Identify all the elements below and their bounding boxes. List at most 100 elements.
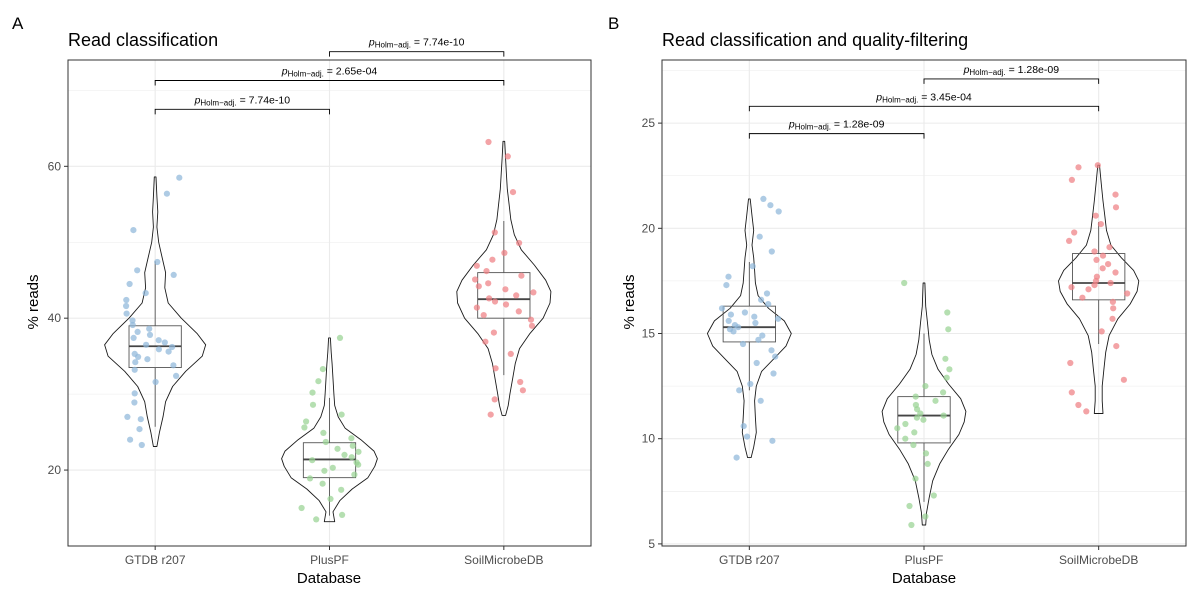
data-point xyxy=(490,329,497,336)
data-point xyxy=(1099,252,1107,259)
data-point xyxy=(922,450,930,457)
data-point xyxy=(298,504,305,512)
data-point xyxy=(1075,164,1082,171)
data-point xyxy=(501,249,508,256)
data-point xyxy=(170,362,177,369)
y-tick-label: 5 xyxy=(648,537,655,551)
data-point xyxy=(739,340,747,348)
box xyxy=(722,305,776,343)
data-point xyxy=(908,521,915,529)
data-point xyxy=(1109,315,1116,322)
data-point xyxy=(752,319,759,327)
data-point xyxy=(301,424,308,431)
data-point xyxy=(1112,191,1119,198)
data-point xyxy=(1107,279,1114,287)
panel-label: A xyxy=(12,14,24,33)
data-point xyxy=(740,423,747,430)
data-point xyxy=(910,441,917,449)
data-point xyxy=(1075,401,1082,409)
data-point xyxy=(530,289,537,296)
data-point xyxy=(946,366,953,373)
data-point xyxy=(944,309,951,316)
data-point xyxy=(334,445,341,452)
data-point xyxy=(733,454,740,461)
data-point xyxy=(917,410,924,417)
data-point xyxy=(142,290,149,297)
data-point xyxy=(1091,248,1098,255)
violin-gtdb-r207 xyxy=(706,198,792,459)
data-point xyxy=(154,258,161,266)
data-point xyxy=(309,389,316,396)
comparison-bracket xyxy=(923,78,1100,84)
data-point xyxy=(755,336,762,343)
comparison-bracket xyxy=(154,80,505,86)
data-point xyxy=(502,286,509,293)
data-point xyxy=(1094,162,1101,169)
x-tick-label: SoilMicrobeDB xyxy=(464,553,543,567)
data-point xyxy=(518,272,525,279)
data-point xyxy=(1112,269,1119,276)
data-point xyxy=(519,387,527,394)
box xyxy=(477,272,531,319)
data-point xyxy=(131,366,138,373)
x-tick-label: GTDB r207 xyxy=(125,553,186,567)
data-point xyxy=(768,248,775,255)
plot-border xyxy=(661,59,1187,547)
x-tick-label: GTDB r207 xyxy=(719,553,780,567)
data-point xyxy=(165,348,172,355)
data-point xyxy=(138,441,145,449)
data-point xyxy=(940,389,947,396)
data-point xyxy=(718,305,726,312)
data-point xyxy=(940,412,947,419)
data-point xyxy=(775,315,782,322)
data-point xyxy=(131,390,138,397)
comparison-label: pHolm−adj. = 7.74e-10 xyxy=(194,94,291,107)
data-point xyxy=(146,325,153,332)
data-point xyxy=(1113,343,1120,350)
comparison-bracket xyxy=(748,105,1100,112)
data-point xyxy=(942,355,949,362)
data-point xyxy=(769,437,776,444)
data-point xyxy=(161,339,168,346)
x-tick-label: PlusPF xyxy=(905,553,944,567)
x-axis-label: Database xyxy=(297,570,361,587)
data-point xyxy=(176,174,183,181)
data-point xyxy=(772,353,779,360)
data-point xyxy=(765,301,772,308)
data-point xyxy=(130,227,137,234)
data-point xyxy=(1112,204,1120,211)
data-point xyxy=(760,195,767,202)
data-point xyxy=(932,397,939,404)
data-point xyxy=(319,480,326,487)
data-point xyxy=(517,378,524,386)
data-point xyxy=(320,429,327,436)
data-point xyxy=(315,378,322,385)
data-point xyxy=(1097,221,1104,228)
data-point xyxy=(126,280,133,288)
data-point xyxy=(725,317,732,324)
data-point xyxy=(480,312,487,319)
data-point xyxy=(515,308,522,315)
y-axis-label: % reads xyxy=(621,274,638,329)
data-point xyxy=(492,365,499,372)
comparison-label: pHolm−adj. = 3.45e-04 xyxy=(875,91,972,104)
data-point xyxy=(1105,261,1112,268)
data-point xyxy=(123,310,130,317)
y-tick-label: 60 xyxy=(48,159,62,173)
data-point xyxy=(920,416,927,423)
data-point xyxy=(131,399,138,406)
data-point xyxy=(134,328,141,335)
comparison-label: pHolm−adj. = 2.65e-04 xyxy=(281,66,378,79)
chart-title: Read classification xyxy=(68,30,218,50)
data-point xyxy=(485,138,492,146)
data-point xyxy=(473,304,480,311)
box xyxy=(1072,253,1126,301)
data-point xyxy=(155,337,162,344)
data-point xyxy=(319,366,326,373)
data-point xyxy=(749,263,756,270)
data-point xyxy=(136,426,143,433)
data-point xyxy=(727,311,735,318)
y-axis-label: % reads xyxy=(25,274,42,329)
data-point xyxy=(753,359,760,367)
data-point xyxy=(155,346,162,353)
